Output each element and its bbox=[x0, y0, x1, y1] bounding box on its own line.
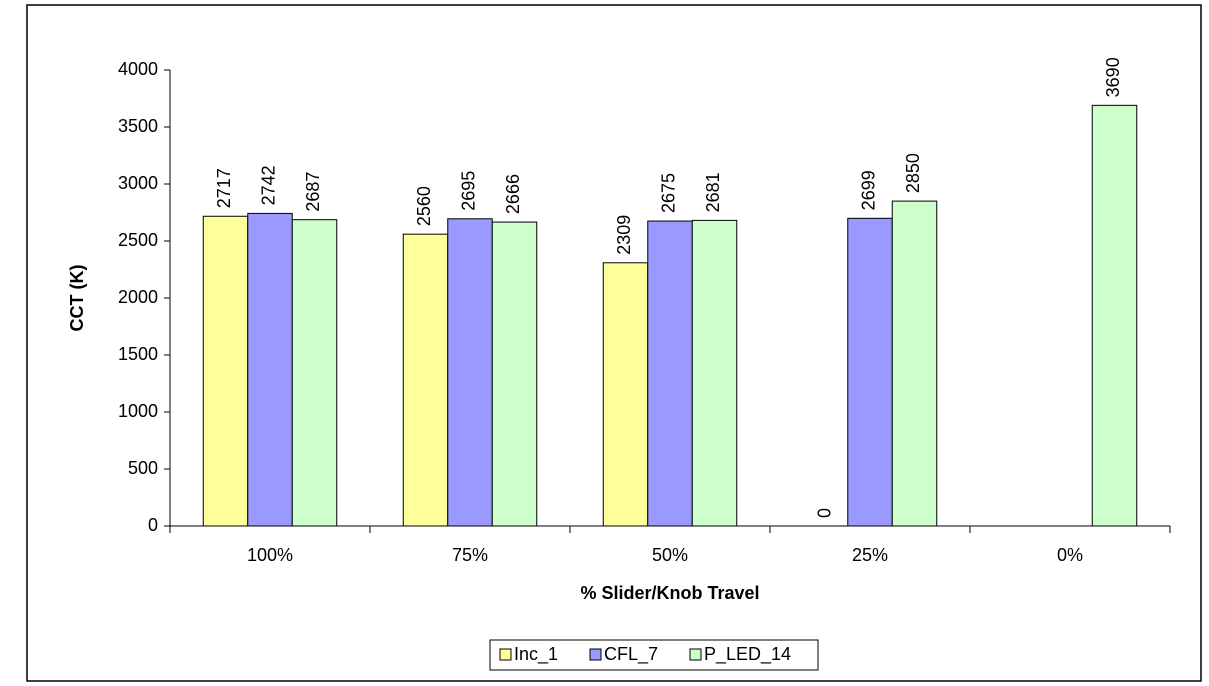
y-tick-label: 500 bbox=[128, 458, 158, 478]
bar bbox=[1091, 104, 1138, 527]
value-label: 0 bbox=[814, 508, 834, 518]
legend-label: Inc_1 bbox=[514, 644, 558, 665]
bar bbox=[402, 233, 449, 527]
bar bbox=[847, 217, 893, 527]
bar bbox=[491, 221, 538, 527]
y-axis-title: CCT (K) bbox=[67, 265, 87, 332]
legend-label: CFL_7 bbox=[604, 644, 658, 665]
bar bbox=[647, 220, 693, 527]
y-tick-label: 3000 bbox=[118, 173, 158, 193]
bar bbox=[247, 212, 293, 527]
chart-frame bbox=[26, 4, 1202, 682]
bar bbox=[691, 219, 738, 527]
value-label: 2695 bbox=[459, 171, 479, 211]
x-tick-label: 75% bbox=[452, 545, 488, 565]
y-tick-label: 0 bbox=[148, 515, 158, 535]
bar bbox=[891, 200, 938, 527]
y-tick-label: 1000 bbox=[118, 401, 158, 421]
x-axis-title: % Slider/Knob Travel bbox=[580, 583, 759, 603]
y-tick-label: 2000 bbox=[118, 287, 158, 307]
x-tick-label: 25% bbox=[852, 545, 888, 565]
value-label: 3690 bbox=[1103, 57, 1123, 97]
x-tick-label: 50% bbox=[652, 545, 688, 565]
value-label: 2666 bbox=[503, 174, 523, 214]
legend-swatch bbox=[499, 648, 512, 661]
value-label: 2717 bbox=[214, 168, 234, 208]
legend-box bbox=[489, 639, 819, 671]
value-label: 2699 bbox=[859, 170, 879, 210]
bar bbox=[202, 215, 249, 527]
value-label: 2560 bbox=[414, 186, 434, 226]
bar bbox=[447, 218, 493, 527]
value-label: 2742 bbox=[259, 165, 279, 205]
legend-swatch bbox=[689, 648, 702, 661]
legend-swatch bbox=[589, 648, 602, 661]
value-label: 2309 bbox=[614, 215, 634, 255]
legend-label: P_LED_14 bbox=[704, 644, 791, 665]
y-tick-label: 3500 bbox=[118, 116, 158, 136]
y-tick-label: 2500 bbox=[118, 230, 158, 250]
bar bbox=[291, 219, 338, 527]
y-tick-label: 1500 bbox=[118, 344, 158, 364]
y-tick-label: 4000 bbox=[118, 59, 158, 79]
x-tick-label: 0% bbox=[1057, 545, 1083, 565]
bar bbox=[602, 262, 649, 527]
x-tick-label: 100% bbox=[247, 545, 293, 565]
value-label: 2850 bbox=[903, 153, 923, 193]
value-label: 2687 bbox=[303, 172, 323, 212]
value-label: 2681 bbox=[703, 172, 723, 212]
value-label: 2675 bbox=[659, 173, 679, 213]
